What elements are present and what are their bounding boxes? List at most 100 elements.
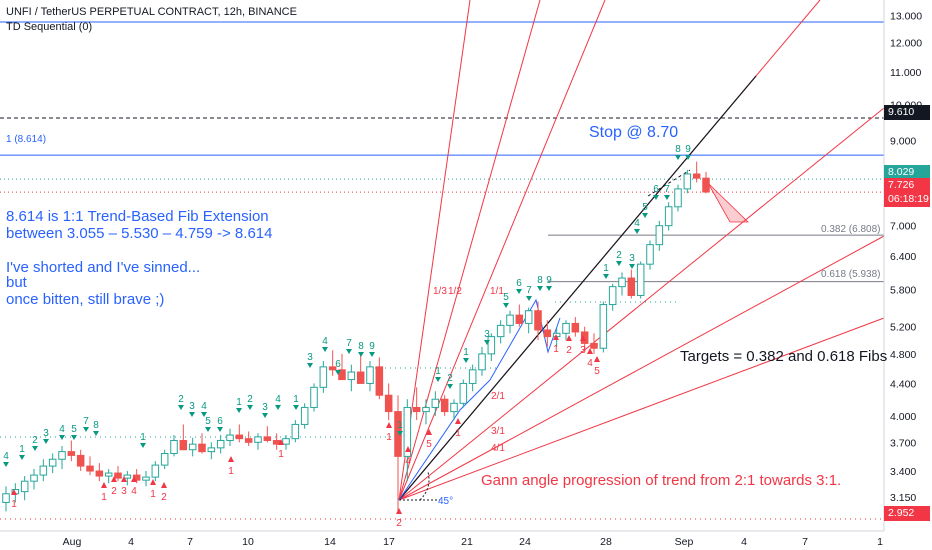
y-tick-label: 3.150: [890, 492, 916, 504]
note-targets: Targets = 0.382 and 0.618 Fibs: [680, 348, 888, 365]
y-tick-label: 4.400: [890, 378, 916, 390]
td-arrow-down: [346, 349, 352, 354]
td-arrow-down: [675, 155, 681, 160]
td-arrow-down: [307, 363, 313, 368]
candle-body: [468, 369, 477, 384]
td-arrow-down: [3, 462, 9, 467]
td-count-down: 1: [278, 449, 284, 460]
candle-body: [590, 342, 598, 349]
candle-body: [95, 470, 104, 477]
y-tick-label: 6.400: [890, 251, 916, 263]
td-count-up: 1: [140, 432, 146, 443]
td-arrow-down: [447, 384, 453, 389]
candle-body: [375, 366, 384, 396]
candle-body: [338, 369, 346, 381]
y-tick-label: 5.200: [890, 322, 916, 334]
td-count-up: 4: [634, 218, 640, 229]
td-count-up: 7: [83, 416, 89, 427]
td-count-up: 1: [397, 420, 403, 431]
candle-body: [580, 331, 589, 344]
td-arrow-down: [435, 377, 441, 382]
td-arrow-down: [358, 352, 364, 357]
candle-body: [216, 439, 225, 449]
candle-body: [86, 465, 94, 472]
candle-body: [478, 353, 486, 371]
candle-body: [674, 188, 682, 208]
td-count-up: 4: [275, 394, 281, 405]
x-tick-label: 7: [802, 536, 808, 548]
candle-body: [636, 263, 645, 296]
note-fib-points: between 3.055 – 5.530 – 4.759 -> 8.614: [6, 225, 273, 242]
x-tick-label: 28: [600, 536, 612, 548]
gann-label-2-1: 2/1: [491, 391, 505, 402]
td-arrow-down: [32, 446, 38, 451]
td-arrow-up: [131, 476, 137, 482]
indicator-title: TD Sequential (0): [6, 21, 93, 33]
candles: [2, 161, 710, 512]
td-arrow-down: [369, 352, 375, 357]
td-count-up: 3: [262, 402, 268, 413]
fib-extension-path: [398, 298, 561, 501]
price-tag-last: 7.726: [884, 178, 930, 193]
horizontal-levels: [0, 21, 884, 520]
candle-body: [496, 324, 505, 338]
td-arrow-down: [503, 303, 509, 308]
y-tick-label: 3.400: [890, 466, 916, 478]
candle-body: [692, 173, 701, 179]
td-count-up: 1: [293, 394, 299, 405]
candle-body: [226, 434, 234, 441]
gann-angle-label: 45°: [438, 496, 454, 507]
gann-label-1-1: 1/1: [490, 286, 504, 297]
td-count-up: 7: [526, 285, 532, 296]
td-count-up: 4: [322, 336, 328, 347]
td-count-up: 5: [503, 292, 509, 303]
td-count-up: 9: [546, 275, 552, 286]
candle-body: [30, 474, 38, 482]
td-count-up: 8: [537, 275, 543, 286]
gann-fan-line: [398, 235, 885, 501]
candle-body: [655, 225, 664, 246]
candle-body: [608, 286, 617, 306]
td-count-up: 1: [236, 397, 242, 408]
td-count-down: 1: [11, 499, 17, 510]
candle-body: [151, 464, 160, 478]
td-count-up: 6: [653, 184, 659, 195]
candle-body: [599, 304, 608, 349]
td-count-up: 9: [685, 144, 691, 155]
candle-body: [534, 310, 542, 331]
td-arrow-up: [386, 422, 392, 428]
td-count-up: 7: [346, 338, 352, 349]
candle-body: [440, 398, 449, 413]
y-tick-label: 3.700: [890, 437, 916, 449]
price-tag-9610: 9.610: [884, 105, 930, 120]
candle-body: [20, 480, 29, 493]
candle-body: [524, 310, 533, 324]
gann-label-1-2: 1/2: [448, 286, 462, 297]
candle-body: [450, 402, 458, 413]
candle-body: [310, 386, 318, 408]
td-arrow-down: [653, 195, 659, 200]
fib-level-0618-label: 0.618 (5.938): [821, 269, 881, 280]
td-arrow-down: [634, 229, 640, 234]
x-tick-label: 24: [519, 536, 531, 548]
td-count-down: 3: [580, 345, 586, 356]
td-arrow-up: [566, 335, 572, 341]
td-arrow-up: [405, 446, 411, 452]
candle-body: [170, 439, 178, 455]
td-arrow-down: [247, 405, 253, 410]
candle-body: [123, 474, 132, 479]
td-arrow-down: [201, 412, 207, 417]
td-arrow-down: [59, 435, 65, 440]
symbol-title: UNFI / TetherUS PERPETUAL CONTRACT, 12h,…: [6, 6, 297, 18]
candle-body: [347, 371, 356, 381]
candle-body: [282, 438, 290, 445]
td-count-up: 4: [3, 451, 9, 462]
candle-body: [394, 411, 402, 457]
candle-body: [300, 406, 309, 425]
td-arrow-up: [150, 479, 156, 485]
candle-body: [254, 436, 262, 443]
td-count-up: 8: [675, 144, 681, 155]
td-arrow-up: [228, 456, 234, 462]
